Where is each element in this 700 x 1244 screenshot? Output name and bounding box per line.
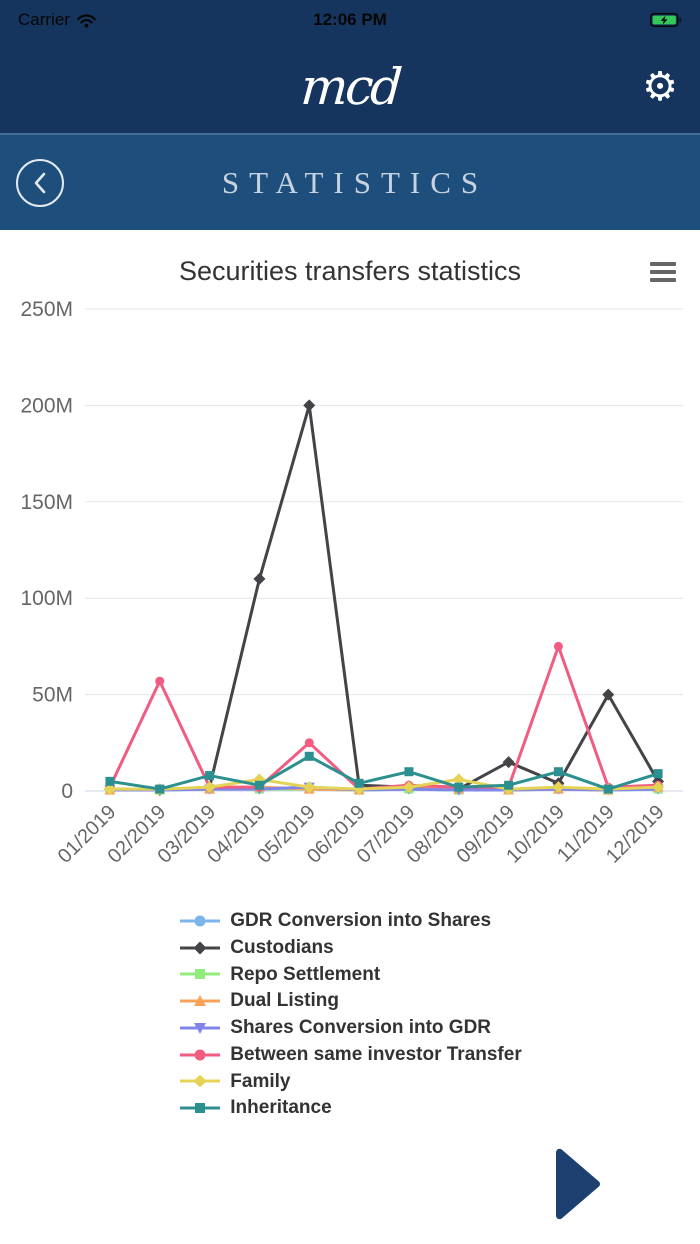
legend-item[interactable]: Repo Settlement: [178, 963, 521, 987]
legend-item[interactable]: Between same investor Transfer: [178, 1043, 522, 1067]
legend-label: Shares Conversion into GDR: [230, 1017, 492, 1038]
back-chevron-icon: [34, 172, 46, 193]
svg-text:150M: 150M: [20, 491, 73, 514]
battery-charging-icon: [650, 13, 682, 27]
chart-menu-button[interactable]: [650, 262, 676, 282]
status-left: Carrier: [18, 10, 97, 30]
hamburger-bar: [650, 262, 676, 266]
app-logo: mcd: [298, 57, 402, 116]
header: Carrier 12:06 PM mcd ⚙: [0, 0, 700, 133]
nav-bar: STATISTICS: [0, 133, 700, 230]
settings-gear-icon[interactable]: ⚙: [642, 63, 678, 110]
hamburger-bar: [650, 278, 676, 282]
legend-label: Custodians: [230, 936, 334, 958]
chart-title: Securities transfers statistics: [178, 256, 522, 286]
legend-label: Family: [230, 1070, 291, 1092]
legend-marker-icon: [180, 941, 221, 955]
chart-legend: GDR Conversion into Shares Custodians Repo…: [178, 909, 522, 1120]
next-button[interactable]: [556, 1148, 600, 1220]
legend-item[interactable]: Family: [178, 1070, 521, 1094]
legend-label: GDR Conversion into Shares: [230, 910, 492, 931]
legend-marker-icon: [180, 1022, 221, 1034]
legend-marker-icon: [180, 1074, 221, 1088]
line-chart: 050M100M150M200M250M01/201902/201903/201…: [20, 298, 683, 868]
svg-text:50M: 50M: [32, 684, 73, 707]
carrier-label: Carrier: [18, 10, 70, 29]
legend-marker-icon: [180, 1049, 221, 1061]
logo-row: mcd ⚙: [0, 40, 700, 133]
play-triangle-icon: [556, 1148, 600, 1220]
legend-label: Dual Listing: [230, 990, 339, 1012]
status-right: [650, 13, 682, 27]
hamburger-bar: [650, 270, 676, 274]
svg-text:100M: 100M: [20, 587, 73, 610]
legend-item[interactable]: Custodians: [178, 936, 521, 960]
legend-marker-icon: [180, 969, 221, 980]
legend-item[interactable]: Dual Listing: [178, 989, 521, 1013]
legend-marker-icon: [180, 915, 221, 927]
status-time: 12:06 PM: [313, 10, 387, 29]
chart-section: Securities transfers statistics 0 50M 100M…: [0, 230, 700, 1120]
legend-label: Between same investor Transfer: [230, 1043, 522, 1065]
svg-text:200M: 200M: [20, 394, 73, 417]
svg-text:0: 0: [61, 780, 73, 803]
legend-label: Repo Settlement: [230, 963, 381, 985]
legend-marker-icon: [180, 1103, 221, 1114]
back-button[interactable]: [16, 158, 64, 207]
legend-marker-icon: [180, 995, 221, 1007]
legend-label: Inheritance: [230, 1097, 332, 1119]
svg-text:250M: 250M: [20, 298, 73, 321]
page-title: STATISTICS: [221, 164, 489, 200]
status-bar: Carrier 12:06 PM: [0, 0, 700, 40]
legend-item[interactable]: GDR Conversion into Shares: [178, 909, 521, 933]
wifi-icon: [77, 13, 96, 27]
legend-item[interactable]: Shares Conversion into GDR: [178, 1016, 521, 1040]
legend-item[interactable]: Inheritance: [178, 1096, 521, 1120]
